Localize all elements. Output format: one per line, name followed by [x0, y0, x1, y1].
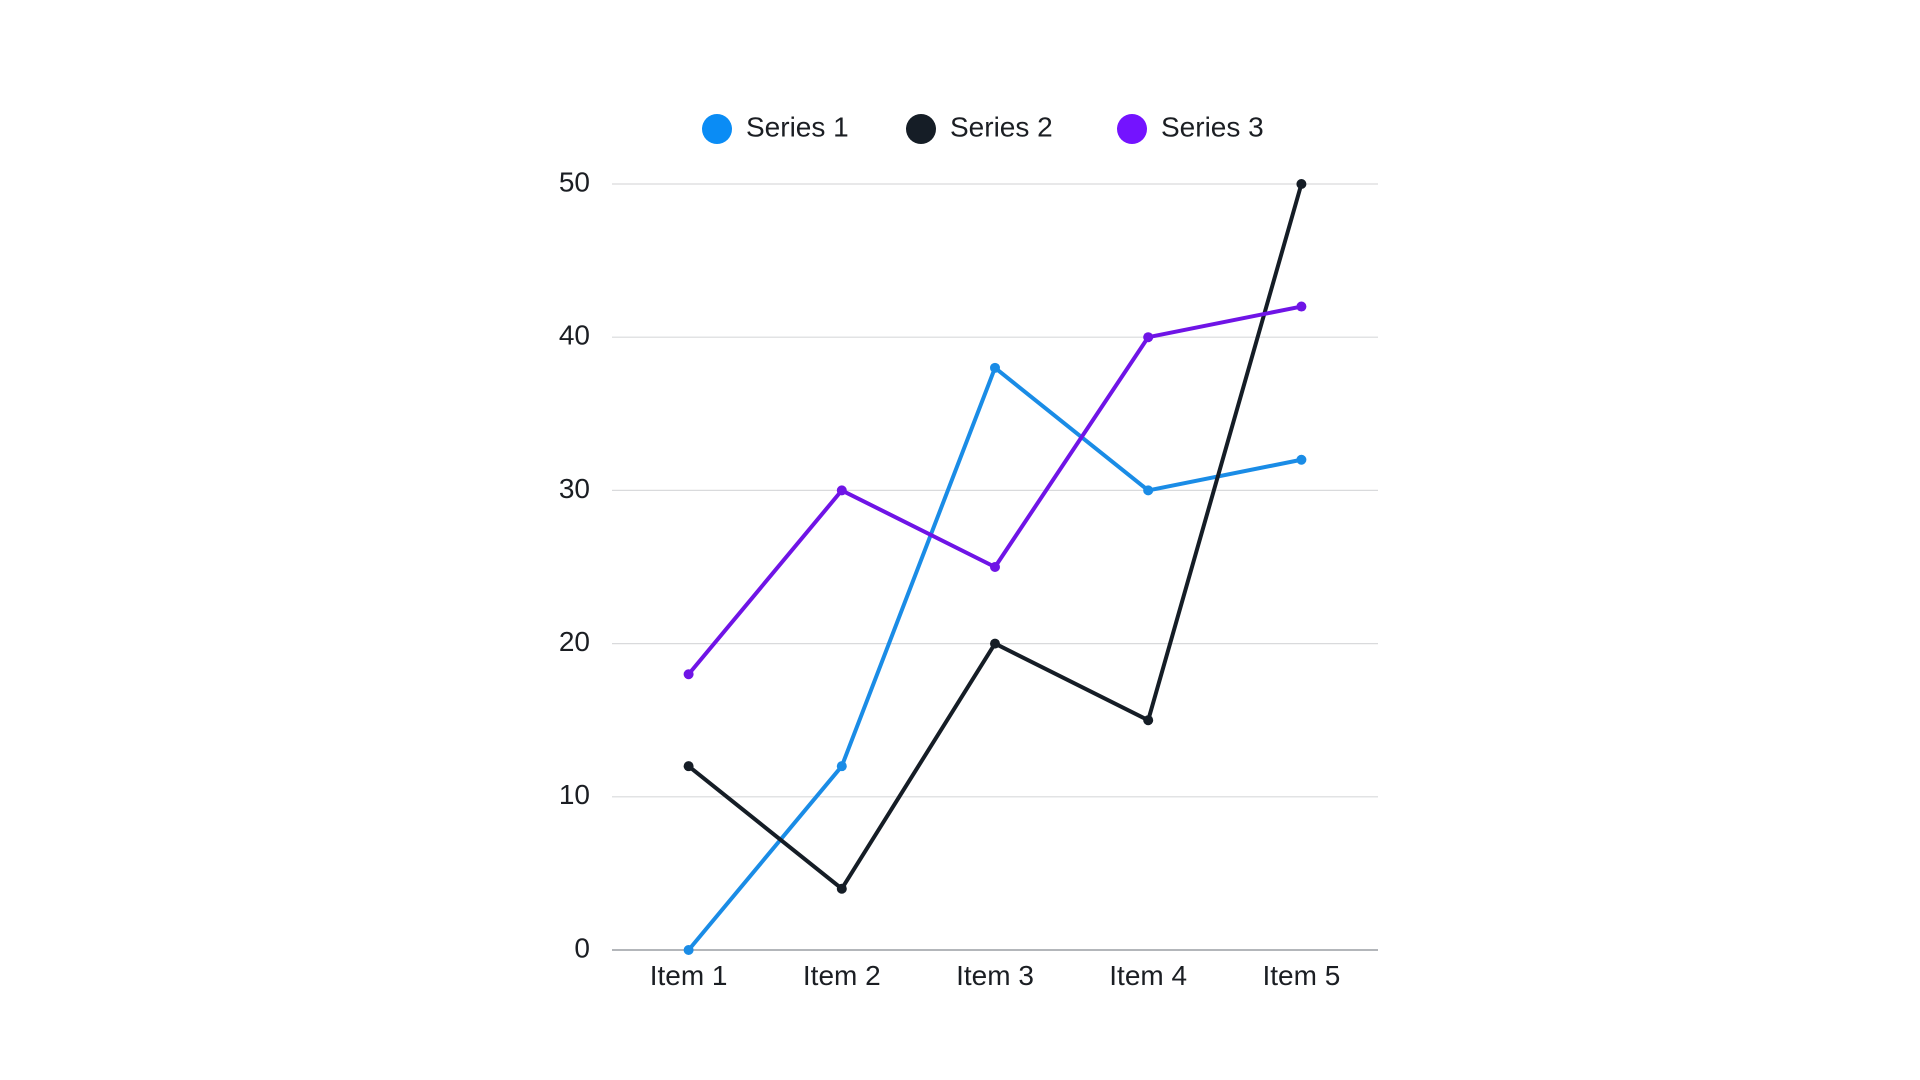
legend-marker [1117, 114, 1147, 144]
x-tick-label: Item 3 [956, 960, 1034, 991]
series-lines [683, 179, 1307, 955]
legend-item: Series 1 [702, 111, 849, 144]
data-point [1296, 301, 1307, 312]
data-point [836, 485, 847, 496]
legend-marker [702, 114, 732, 144]
legend-item: Series 3 [1117, 111, 1264, 144]
y-tick-label: 10 [559, 779, 590, 810]
legend-marker [906, 114, 936, 144]
data-point [1143, 715, 1154, 726]
y-tick-label: 0 [574, 932, 590, 963]
data-point [836, 761, 847, 772]
data-point [683, 761, 694, 772]
series-2 [683, 179, 1307, 894]
data-point [683, 669, 694, 680]
x-tick-label: Item 2 [803, 960, 881, 991]
y-tick-label: 30 [559, 473, 590, 504]
legend-label: Series 3 [1161, 111, 1264, 142]
data-point [1296, 454, 1307, 465]
data-point [836, 883, 847, 894]
data-point [683, 945, 694, 955]
x-axis: Item 1 Item 2 Item 3 Item 4 Item 5 [650, 960, 1341, 991]
data-point [990, 362, 1000, 373]
data-point [1143, 332, 1154, 343]
y-tick-label: 20 [559, 626, 590, 657]
x-tick-label: Item 5 [1262, 960, 1340, 991]
legend: Series 1 Series 2 Series 3 [702, 111, 1264, 144]
data-point [1296, 179, 1307, 189]
x-tick-label: Item 1 [650, 960, 728, 991]
legend-label: Series 1 [746, 111, 849, 142]
data-point [990, 562, 1000, 572]
y-tick-label: 40 [559, 320, 590, 351]
series-3 [683, 301, 1307, 680]
series-line [686, 182, 1304, 891]
x-tick-label: Item 4 [1109, 960, 1187, 991]
data-point [1143, 485, 1154, 496]
series-1 [683, 362, 1307, 955]
legend-label: Series 2 [950, 111, 1053, 142]
y-tick-label: 50 [559, 166, 590, 197]
y-axis: 0 10 20 30 40 50 [559, 166, 590, 963]
legend-item: Series 2 [906, 111, 1053, 144]
series-line [686, 365, 1304, 952]
data-point [990, 638, 1000, 649]
